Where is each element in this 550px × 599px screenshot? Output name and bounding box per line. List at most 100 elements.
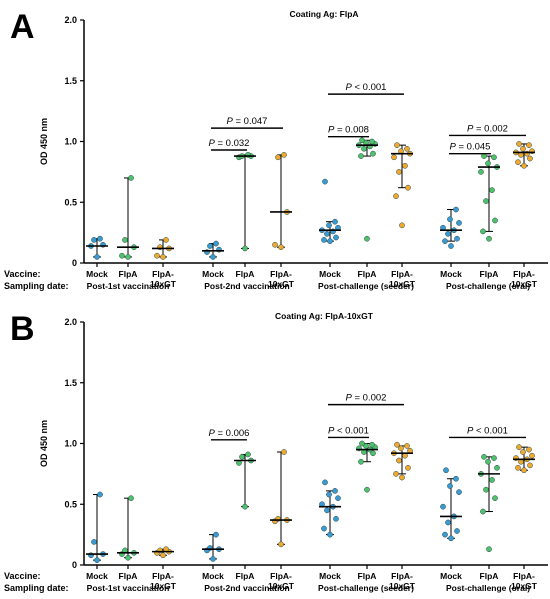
data-point-mock	[332, 218, 338, 225]
data-point-mock	[213, 531, 219, 538]
data-point-flpa-10xgt	[521, 467, 527, 474]
p-value: < 0.001	[334, 425, 369, 436]
vaccine-label-line: Mock	[319, 269, 341, 279]
sampling-group-label: Post-challenge (seeder)	[318, 583, 414, 593]
data-point-flpa	[370, 150, 376, 157]
data-point-flpa	[122, 237, 128, 243]
y-tick-label: 2.0	[64, 317, 77, 327]
vaccine-label-line: 10xGT	[150, 581, 177, 591]
vaccine-label: FlpA	[119, 571, 138, 581]
vaccine-label: Mock	[440, 269, 462, 279]
data-point-flpa-10xgt	[520, 449, 526, 455]
vaccine-label-line: FlpA	[119, 269, 138, 279]
vaccine-label-line: FlpA-	[391, 269, 413, 279]
data-point-flpa-10xgt	[163, 237, 169, 243]
p-value: = 0.002	[473, 123, 508, 134]
vaccine-label-line: Mock	[202, 269, 224, 279]
data-point-flpa	[492, 217, 498, 224]
data-point-flpa-10xgt	[520, 145, 526, 152]
data-point-mock	[327, 531, 333, 538]
data-point-flpa-10xgt	[396, 457, 402, 464]
data-point-flpa	[369, 441, 375, 448]
vaccine-label: FlpA	[358, 571, 377, 581]
panel-letter: B	[10, 310, 35, 348]
data-point-mock	[210, 254, 216, 260]
data-point-mock	[442, 238, 448, 244]
vaccine-label-line: FlpA-	[513, 269, 535, 279]
data-point-flpa	[358, 458, 364, 465]
vaccine-label: FlpA	[480, 269, 499, 279]
vaccine-label-line: FlpA	[236, 269, 255, 279]
data-point-flpa	[364, 235, 370, 242]
p-value-label: P = 0.002	[467, 123, 508, 134]
data-point-flpa-10xgt	[281, 449, 287, 455]
data-point-flpa	[125, 254, 131, 260]
data-point-flpa-10xgt	[404, 443, 410, 449]
p-value-label: P = 0.045	[450, 142, 491, 153]
vaccine-label-line: FlpA	[358, 269, 377, 279]
data-point-flpa	[369, 138, 375, 145]
y-axis-label: OD 450 nm	[39, 420, 49, 467]
data-point-flpa-10xgt	[393, 193, 399, 200]
data-point-flpa-10xgt	[516, 444, 522, 450]
vaccine-label: FlpA-10xGT	[268, 571, 295, 591]
y-tick-label: 0.5	[64, 499, 77, 509]
data-point-flpa	[480, 228, 486, 235]
p-value: < 0.001	[473, 425, 508, 436]
p-value-label: P = 0.008	[328, 125, 369, 136]
p-value-label: P < 0.001	[467, 425, 508, 436]
data-point-mock	[453, 206, 459, 213]
data-point-mock	[454, 528, 460, 534]
data-point-mock	[327, 238, 333, 244]
data-point-flpa	[478, 169, 484, 175]
sampling-group-label: Post-1st vaccination	[87, 281, 170, 291]
vaccine-label-line: 10xGT	[389, 279, 416, 289]
vaccine-label-line: Mock	[86, 269, 108, 279]
p-value: = 0.032	[215, 138, 250, 149]
data-point-mock	[447, 483, 453, 489]
data-point-flpa	[361, 145, 367, 152]
vaccine-label: FlpA-10xGT	[389, 571, 416, 591]
data-point-mock	[335, 495, 341, 502]
vaccine-label-line: FlpA	[119, 571, 138, 581]
data-point-flpa	[239, 454, 245, 460]
p-symbol: P	[328, 125, 335, 136]
data-point-flpa	[481, 454, 487, 460]
vaccine-row-label: Vaccine:	[4, 571, 41, 581]
p-symbol: P	[467, 123, 474, 134]
sampling-group-label: Post-1st vaccination	[87, 583, 170, 593]
p-value: = 0.008	[334, 125, 369, 136]
data-point-mock	[445, 519, 451, 526]
data-point-flpa	[492, 495, 498, 502]
p-value: < 0.001	[352, 82, 387, 93]
p-value: = 0.002	[352, 393, 387, 404]
data-point-mock	[333, 515, 339, 522]
data-point-flpa	[480, 508, 486, 515]
data-point-flpa-10xgt	[398, 445, 404, 452]
y-tick-label: 1.5	[64, 378, 77, 388]
data-point-flpa	[483, 198, 489, 204]
data-point-mock	[97, 235, 103, 242]
vaccine-label: Mock	[86, 269, 108, 279]
data-point-flpa	[489, 187, 495, 193]
data-point-flpa-10xgt	[275, 154, 281, 161]
data-point-flpa-10xgt	[515, 464, 521, 471]
data-point-flpa-10xgt	[529, 452, 535, 459]
sampling-group-label: Post-challenge (oral)	[446, 281, 530, 291]
vaccine-label: Mock	[440, 571, 462, 581]
data-point-mock	[326, 222, 332, 229]
vaccine-label-line: FlpA-	[152, 571, 174, 581]
vaccine-label-line: FlpA-	[513, 571, 535, 581]
data-point-flpa	[489, 477, 495, 483]
data-point-mock	[91, 237, 97, 243]
y-tick-label: 1.0	[64, 137, 77, 147]
data-point-flpa-10xgt	[272, 241, 278, 248]
data-point-flpa	[358, 153, 364, 159]
vaccine-label-line: 10xGT	[268, 581, 295, 591]
vaccine-label-line: FlpA	[236, 571, 255, 581]
data-point-flpa-10xgt	[526, 142, 532, 148]
data-point-mock	[456, 220, 462, 226]
vaccine-label-line: FlpA	[480, 571, 499, 581]
p-symbol: P	[209, 138, 216, 149]
panel-letter: A	[10, 8, 35, 46]
